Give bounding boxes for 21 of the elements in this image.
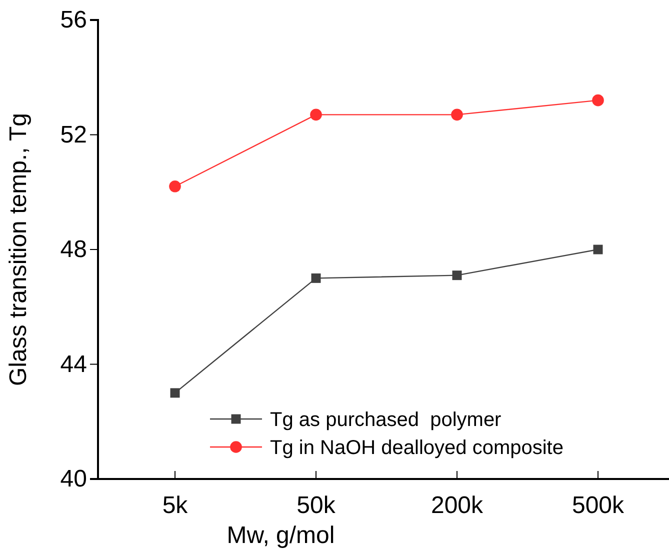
x-tick-label: 5k	[162, 492, 189, 520]
point	[593, 244, 603, 254]
point	[169, 180, 181, 192]
point	[170, 388, 180, 398]
y-axis-title: Glass transition temp., Tg	[5, 113, 32, 386]
point	[451, 108, 463, 121]
x-tick-label: 500k	[572, 492, 626, 520]
y-tick-label: 40	[60, 466, 87, 493]
point	[310, 108, 322, 121]
point	[311, 273, 321, 283]
y-tick-label: 52	[60, 121, 87, 148]
point	[452, 270, 462, 280]
y-tick-label: 48	[60, 236, 87, 264]
y-tick-label: 56	[60, 6, 87, 34]
x-axis-title: Mw, g/mol	[226, 522, 335, 549]
legend-label: Tg in NaOH dealloyed composite	[270, 437, 564, 459]
y-tick-label: 44	[60, 350, 87, 378]
x-tick-label: 50k	[296, 492, 336, 520]
legend-label: Tg as purchased polymer	[270, 409, 502, 431]
x-tick-label: 200k	[430, 492, 484, 520]
point	[592, 94, 604, 106]
